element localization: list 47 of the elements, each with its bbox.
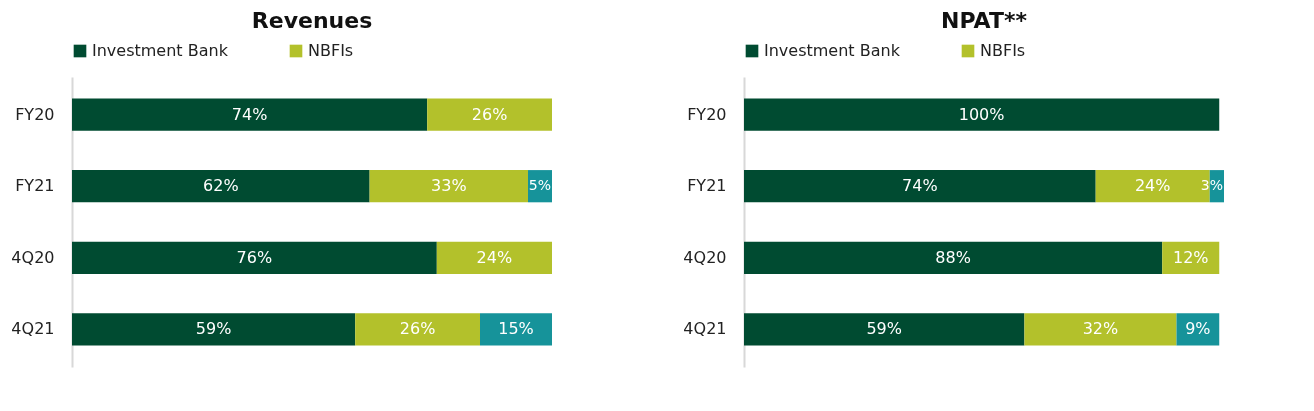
data-label: 5% xyxy=(528,177,551,194)
data-label: 62% xyxy=(203,176,239,196)
data-label: 100% xyxy=(958,104,1005,124)
data-label: 76% xyxy=(236,247,273,267)
data-label: 9% xyxy=(1185,319,1211,339)
y-tick-label: FY21 xyxy=(687,176,727,196)
data-label: 59% xyxy=(195,319,232,339)
data-label: 74% xyxy=(231,104,268,124)
bar xyxy=(744,170,1096,203)
data-label: 26% xyxy=(471,104,508,124)
bar xyxy=(1024,313,1177,346)
y-tick-label: 4Q21 xyxy=(11,319,55,339)
bar xyxy=(72,313,356,346)
bar xyxy=(72,98,428,131)
y-tick-label: 4Q20 xyxy=(11,247,55,267)
legend-label: NBFIs xyxy=(308,41,354,60)
bar xyxy=(744,98,1220,131)
legend-label: Investment Bank xyxy=(764,41,901,60)
y-tick-label: FY20 xyxy=(15,104,55,124)
chart-title: NPAT** xyxy=(941,8,1028,33)
bar xyxy=(436,241,552,274)
data-label: 32% xyxy=(1082,319,1119,339)
y-tick-label: FY20 xyxy=(687,104,727,124)
y-tick-label: 4Q20 xyxy=(683,247,727,267)
data-label: 88% xyxy=(935,247,971,267)
data-label: 26% xyxy=(399,319,436,339)
data-label: 33% xyxy=(431,176,467,196)
bar xyxy=(1176,313,1220,346)
data-label: 74% xyxy=(902,176,938,196)
data-label: 12% xyxy=(1172,247,1209,267)
data-label: 24% xyxy=(1134,176,1171,196)
bar xyxy=(744,313,1025,346)
bar xyxy=(72,241,437,274)
bar xyxy=(480,313,552,346)
y-tick-label: FY21 xyxy=(15,176,55,196)
bar xyxy=(427,98,552,131)
data-label: 59% xyxy=(866,319,902,339)
legend-label: NBFIs xyxy=(980,41,1026,60)
bar xyxy=(744,241,1163,274)
data-label: 24% xyxy=(476,247,513,267)
legend-label: Investment Bank xyxy=(92,41,229,60)
data-label: 15% xyxy=(498,319,534,339)
chart-title: Revenues xyxy=(251,8,373,33)
bar xyxy=(369,170,528,203)
y-tick-label: 4Q21 xyxy=(683,319,727,339)
bar xyxy=(355,313,480,346)
bar xyxy=(72,170,370,203)
